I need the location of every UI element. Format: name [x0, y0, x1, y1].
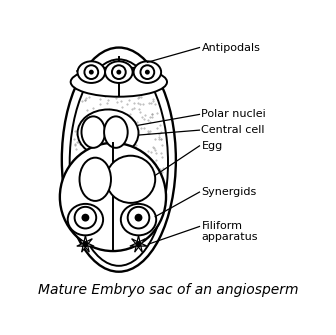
Circle shape: [89, 70, 94, 75]
Circle shape: [136, 242, 141, 247]
Circle shape: [75, 207, 96, 228]
Ellipse shape: [104, 116, 128, 148]
Ellipse shape: [68, 204, 103, 236]
Polygon shape: [130, 236, 147, 252]
Ellipse shape: [106, 156, 155, 203]
Circle shape: [83, 242, 88, 247]
Ellipse shape: [105, 61, 133, 83]
Text: Antipodals: Antipodals: [201, 43, 260, 53]
Ellipse shape: [80, 158, 111, 201]
Ellipse shape: [121, 204, 156, 236]
Ellipse shape: [60, 143, 166, 251]
Polygon shape: [77, 236, 94, 252]
Text: Filiform
apparatus: Filiform apparatus: [201, 221, 258, 242]
Circle shape: [145, 70, 150, 75]
Circle shape: [84, 65, 98, 79]
Text: Mature Embryo sac of an angiosperm: Mature Embryo sac of an angiosperm: [38, 283, 298, 297]
Ellipse shape: [78, 110, 138, 157]
Text: Polar nuclei: Polar nuclei: [201, 110, 266, 119]
Circle shape: [82, 214, 89, 221]
Text: Synergids: Synergids: [201, 187, 257, 197]
Ellipse shape: [78, 61, 105, 83]
Ellipse shape: [134, 61, 161, 83]
Circle shape: [128, 207, 149, 228]
Circle shape: [140, 65, 154, 79]
Ellipse shape: [82, 116, 105, 148]
Text: Central cell: Central cell: [201, 125, 265, 135]
Circle shape: [112, 65, 126, 79]
Ellipse shape: [71, 67, 167, 97]
Circle shape: [116, 70, 121, 75]
Text: Egg: Egg: [201, 141, 223, 151]
Ellipse shape: [62, 48, 176, 272]
Circle shape: [135, 214, 142, 221]
